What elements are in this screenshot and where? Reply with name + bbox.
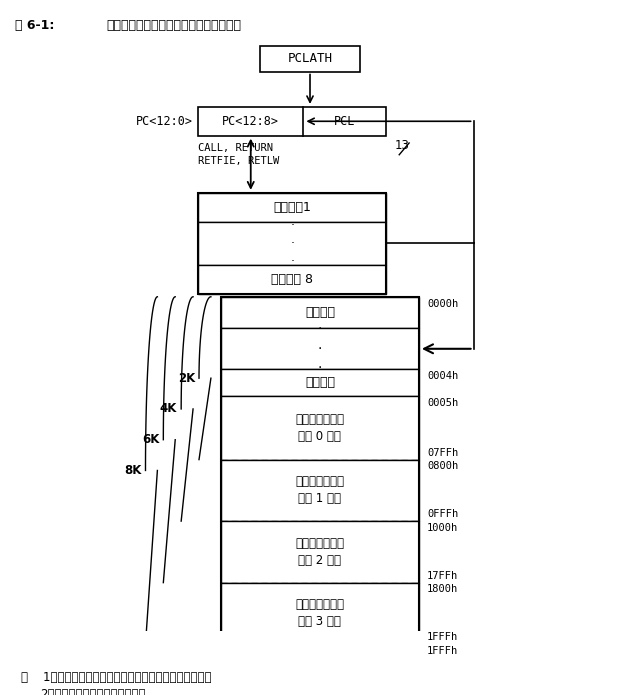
Bar [221,297,419,329]
Text: 片内程序存储器
（第 1 页）: 片内程序存储器 （第 1 页） [295,475,345,505]
Text: 片内程序存储器
（第 3 页）: 片内程序存储器 （第 3 页） [295,598,345,628]
Bar [221,521,419,582]
Text: ·
·
·: · · · [290,219,294,268]
Bar [221,297,419,644]
Text: RETFIE, RETLW: RETFIE, RETLW [198,156,279,165]
Text: CALL, RETURN: CALL, RETURN [198,143,273,153]
Bar [221,459,419,521]
Text: 0800h: 0800h [427,461,458,471]
Text: PCL: PCL [334,115,356,128]
Text: PC<12:0>: PC<12:0> [136,115,193,128]
Text: 0005h: 0005h [427,398,458,408]
Text: 13: 13 [394,139,409,152]
Bar [198,193,386,222]
Bar [221,396,419,459]
Text: 复位向量: 复位向量 [305,306,335,319]
Text: 图 6-1:: 图 6-1: [15,19,54,32]
Text: 07FFh: 07FFh [427,448,458,458]
Text: 0000h: 0000h [427,299,458,309]
Text: ·
·
·: · · · [318,322,322,375]
Text: 4K: 4K [160,402,177,416]
Bar [198,222,386,265]
Text: PC<12:8>: PC<12:8> [222,115,279,128]
Text: 6K: 6K [142,433,159,446]
Bar [221,369,419,396]
Text: 堆栈深度 8: 堆栈深度 8 [271,273,313,286]
Text: 片内程序存储器
（第 0 页）: 片内程序存储器 （第 0 页） [295,413,345,443]
Text: 0FFFh: 0FFFh [427,509,458,519]
Text: 中档系列单片机的程序存储器映射和堆栈: 中档系列单片机的程序存储器映射和堆栈 [107,19,242,32]
Bar [261,46,360,72]
Bar [198,107,386,136]
Text: 0004h: 0004h [427,371,458,381]
Bar [221,582,419,644]
Bar [198,193,386,294]
Text: 堆栈深度1: 堆栈深度1 [273,201,311,214]
Text: 2：标定数据可写到程序存储器。: 2：标定数据可写到程序存储器。 [40,687,146,695]
Text: 注    1：不是所有的器件都实现了上述全部程序存储空间。: 注 1：不是所有的器件都实现了上述全部程序存储空间。 [21,671,211,685]
Text: 中断向量: 中断向量 [305,376,335,389]
Bar [198,265,386,294]
Text: 1000h: 1000h [427,523,458,533]
Text: 17FFh: 17FFh [427,571,458,581]
Text: 2K: 2K [178,372,195,385]
Text: 1800h: 1800h [427,584,458,594]
Bar [221,329,419,369]
Text: 1FFFh: 1FFFh [427,646,458,656]
Text: 片内程序存储器
（第 2 页）: 片内程序存储器 （第 2 页） [295,537,345,567]
Text: 1FFFh: 1FFFh [427,632,458,642]
Text: 8K: 8K [124,464,142,477]
Text: PCLATH: PCLATH [287,52,333,65]
